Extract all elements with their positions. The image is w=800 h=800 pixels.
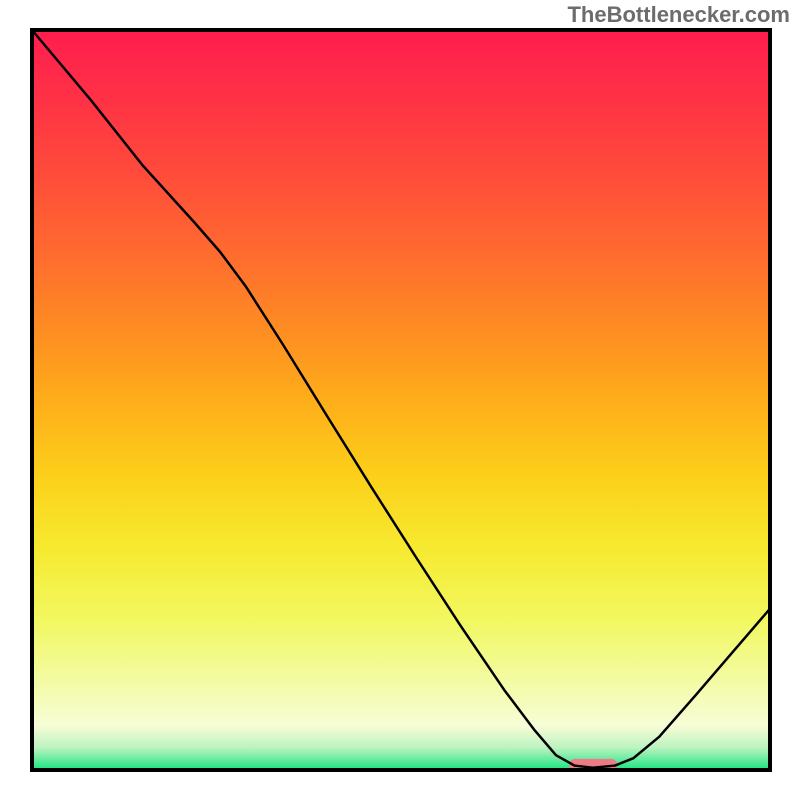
plot-background (32, 30, 770, 770)
watermark-text: TheBottlenecker.com (567, 2, 790, 28)
plot-svg (30, 28, 772, 772)
plot-area (30, 28, 772, 772)
figure-root: TheBottlenecker.com (0, 0, 800, 800)
